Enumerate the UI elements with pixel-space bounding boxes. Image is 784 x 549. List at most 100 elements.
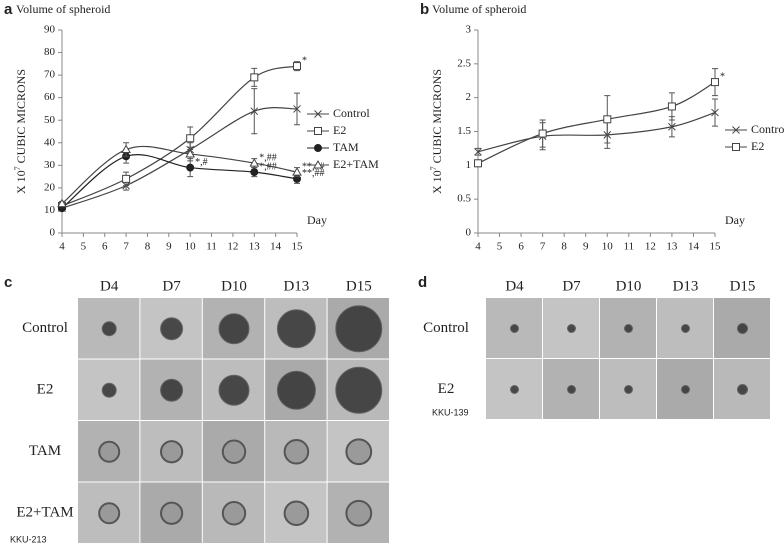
y-tick-label: 2.5: [457, 57, 471, 69]
x-axis-label: Day: [307, 213, 327, 227]
marker: [603, 115, 612, 124]
spheroid: [221, 439, 247, 464]
x-tick-label: 7: [123, 241, 129, 253]
spheroid: [218, 313, 250, 345]
column-header: D10: [221, 278, 247, 294]
chart-title: Volume of spheroid: [432, 2, 526, 16]
point-label: *,##: [259, 161, 277, 172]
cell-line-label: KKU-139: [432, 407, 469, 417]
chart-title: Volume of spheroid: [16, 2, 110, 16]
spheroid: [737, 323, 748, 334]
marker: [538, 129, 547, 138]
panel-label: c: [4, 274, 12, 291]
legend-marker: [314, 144, 322, 152]
y-tick-label: 0.5: [457, 193, 471, 205]
x-tick-label: 6: [518, 241, 524, 253]
marker: [474, 147, 482, 156]
x-tick-label: 10: [602, 241, 614, 253]
y-axis-label-part: X 10: [430, 170, 444, 194]
y-tick-label: 30: [44, 159, 56, 171]
y-tick-label: 40: [44, 136, 56, 148]
y-axis-label-part: 7: [429, 166, 438, 170]
point-label: *,##: [259, 152, 277, 163]
spheroid: [624, 324, 633, 333]
x-tick-label: 11: [206, 241, 217, 253]
marker: [293, 62, 301, 71]
legend-label: E2+TAM: [333, 157, 379, 171]
x-tick-label: 4: [59, 241, 65, 253]
cell-line-bg: [8, 533, 52, 546]
x-tick-label: 14: [688, 241, 700, 253]
spheroid: [510, 385, 519, 394]
row-label: E2: [438, 381, 455, 397]
y-axis-label: X 107 CUBIC MICRONS: [13, 69, 28, 194]
point-label: *: [720, 71, 725, 82]
legend-marker: [732, 126, 740, 134]
x-tick-label: 8: [145, 241, 151, 253]
row-label: Control: [22, 320, 68, 336]
series-line: [61, 65, 298, 207]
y-axis-label: X 107 CUBIC MICRONS: [429, 69, 444, 194]
spheroid: [160, 378, 184, 402]
spheroid: [160, 317, 184, 341]
y-tick-label: 3: [466, 24, 472, 36]
marker: [711, 78, 719, 87]
legend-label: Control: [751, 122, 784, 136]
x-tick-label: 5: [81, 241, 87, 253]
spheroid: [345, 438, 373, 466]
x-tick-label: 12: [645, 241, 656, 253]
y-tick-label: 50: [44, 114, 56, 126]
marker: [250, 107, 259, 116]
spheroid: [335, 366, 383, 414]
row-label: E2: [37, 382, 54, 398]
row-label: TAM: [29, 443, 61, 459]
spheroid: [283, 438, 310, 465]
spheroid: [101, 321, 117, 337]
column-header: D4: [100, 278, 119, 294]
y-tick-label: 1.5: [457, 125, 471, 137]
x-tick-label: 12: [227, 241, 238, 253]
spheroid: [510, 324, 519, 333]
x-tick-label: 8: [561, 241, 567, 253]
marker: [185, 149, 196, 158]
y-axis-label-part: 7: [13, 166, 22, 170]
panel-label: a: [4, 1, 13, 18]
marker: [668, 122, 676, 131]
spheroid: [160, 501, 184, 525]
y-tick-label: 20: [44, 181, 56, 193]
x-tick-label: 14: [270, 241, 282, 253]
spheroid: [221, 501, 247, 526]
legend-marker: [314, 110, 322, 118]
y-tick-label: 0: [466, 227, 472, 239]
column-header: D13: [673, 278, 699, 294]
spheroid: [283, 500, 310, 527]
spheroid: [567, 324, 576, 333]
row-label: E2+TAM: [16, 505, 73, 521]
y-axis-label-part: X 10: [14, 170, 28, 194]
y-tick-label: 80: [44, 46, 56, 58]
legend-marker: [732, 143, 740, 151]
row-label: Control: [423, 320, 469, 336]
spheroid: [737, 384, 748, 395]
spheroid: [624, 385, 633, 394]
x-tick-label: 9: [583, 241, 589, 253]
legend-marker: [314, 127, 322, 135]
x-tick-label: 4: [475, 241, 481, 253]
spheroid: [276, 370, 316, 410]
spheroid: [276, 309, 316, 349]
marker: [292, 167, 302, 176]
marker: [667, 102, 676, 111]
x-tick-label: 7: [540, 241, 546, 253]
marker: [474, 159, 482, 168]
spheroid: [160, 440, 184, 464]
column-header: D4: [505, 278, 524, 294]
x-axis-label: Day: [725, 213, 745, 227]
x-tick-label: 9: [166, 241, 172, 253]
marker: [250, 168, 259, 177]
spheroid: [98, 502, 121, 525]
x-tick-label: 11: [624, 241, 635, 253]
legend-label: E2: [333, 123, 346, 137]
panel-label: d: [418, 274, 427, 291]
marker: [186, 163, 195, 172]
marker: [250, 73, 259, 82]
